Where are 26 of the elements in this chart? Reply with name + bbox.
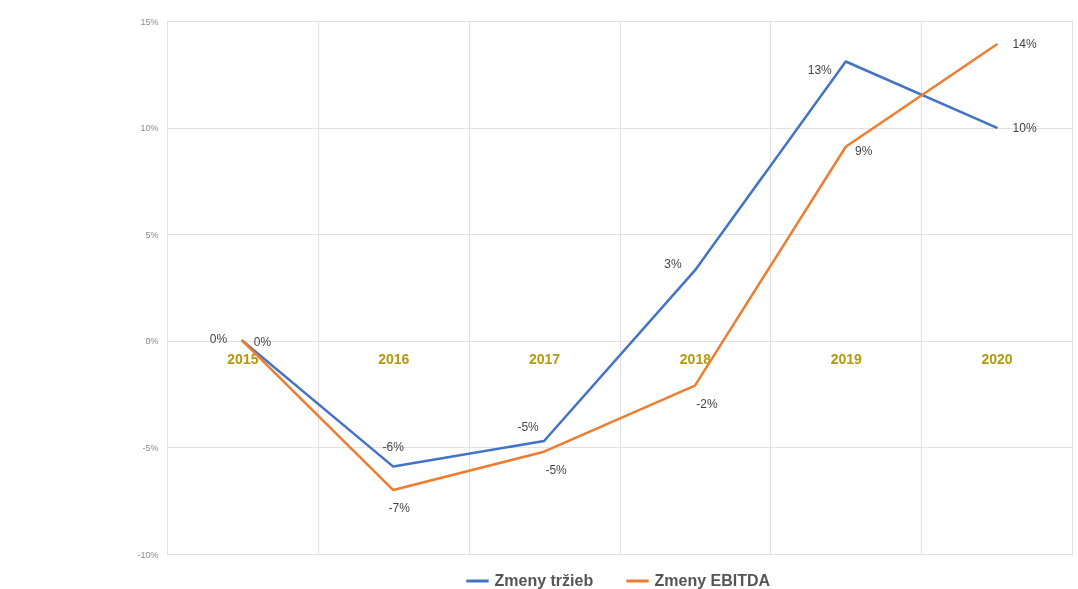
data-label: 0% [209, 331, 228, 346]
y-tick-label: -10% [137, 549, 159, 560]
legend-label: Zmeny EBITDA [654, 572, 771, 589]
x-tick-label: 2019 [830, 351, 863, 368]
data-label: -5% [517, 420, 540, 434]
x-tick-label: 2017 [529, 351, 561, 368]
x-tick-label: 2018 [679, 351, 712, 368]
data-label: 9% [855, 143, 873, 158]
x-tick-label: 2015 [227, 351, 259, 368]
data-label: 10% [1012, 120, 1037, 135]
legend-label: Zmeny tržieb [494, 572, 594, 589]
y-tick-label: 5% [145, 229, 159, 240]
data-label: 3% [664, 257, 682, 272]
data-label: -2% [696, 396, 718, 411]
data-label: 14% [1012, 37, 1037, 52]
data-label: 13% [807, 62, 833, 77]
y-tick-label: 15% [140, 16, 159, 27]
y-tick-label: 10% [140, 123, 159, 134]
data-label: -5% [545, 462, 568, 477]
data-label: 0% [253, 334, 272, 349]
data-label: -7% [388, 501, 411, 516]
y-tick-label: -5% [142, 442, 159, 453]
x-tick-label: 2020 [981, 351, 1013, 368]
data-label: -6% [382, 439, 405, 454]
y-tick-label: 0% [145, 336, 159, 347]
x-tick-label: 2016 [378, 351, 410, 368]
